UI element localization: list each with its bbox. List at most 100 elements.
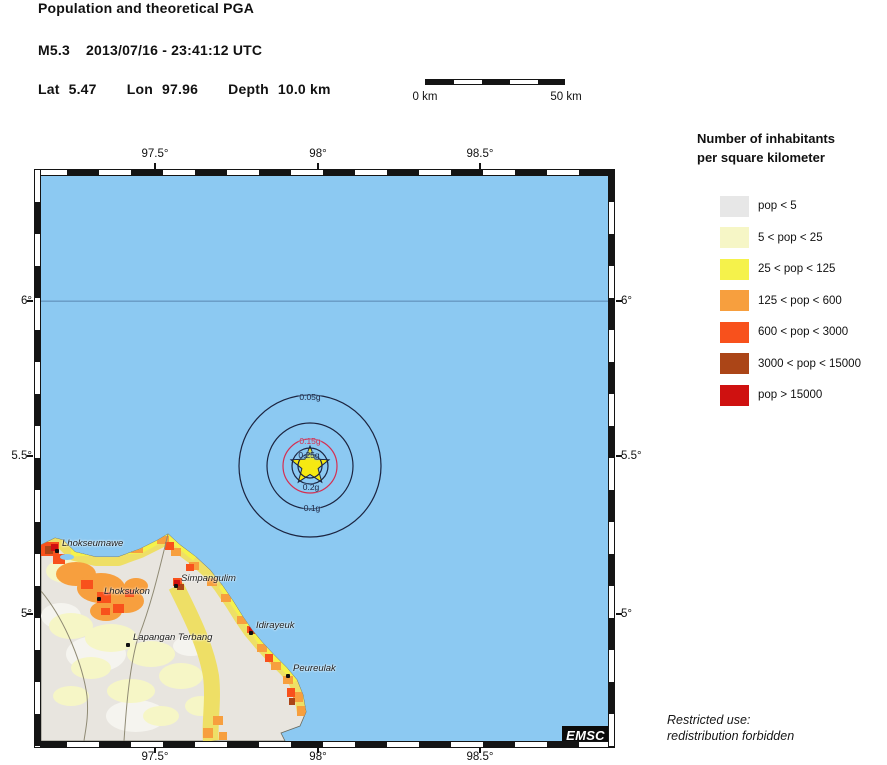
lon-tick-label-top: 98.5°: [466, 148, 494, 160]
lon-label: Lon: [126, 81, 154, 97]
depth-label: Depth: [228, 81, 269, 97]
lat-tickmark-left: [27, 300, 33, 302]
city-dot: [174, 584, 178, 588]
legend-title-line2: per square kilometer: [697, 149, 825, 165]
map-area: EMSC 0.05g 0.1g 0.15g 0.2g 0.25g Lhokseumawe S…: [41, 176, 608, 741]
lat-tick-label-left: 6°: [21, 295, 32, 307]
population-legend: Number of inhabitants per square kilomet…: [697, 130, 882, 416]
lat-tickmark-right: [616, 455, 622, 457]
map-scale-bar: [425, 79, 565, 85]
legend-item-label: pop < 5: [758, 200, 797, 213]
legend-swatch: [720, 195, 749, 217]
lat-tickmark-right: [616, 613, 622, 615]
legend-item: pop > 15000: [697, 384, 882, 406]
legend-item-label: 125 < pop < 600: [758, 294, 842, 307]
latitude-6deg-line: [41, 300, 608, 302]
restricted-line2: redistribution forbidden: [667, 729, 795, 744]
city-label: Lhoksukon: [104, 586, 150, 597]
legend-item-label: pop > 15000: [758, 389, 823, 402]
lon-tick-label-bottom: 98°: [309, 751, 327, 763]
map-frame-bottom: [34, 741, 615, 748]
city-dot: [249, 631, 253, 635]
city-label: Idirayeuk: [256, 620, 295, 631]
legend-swatch: [720, 258, 749, 280]
lat-tick-label-left: 5°: [21, 608, 32, 620]
legend-item-label: 25 < pop < 125: [758, 263, 836, 276]
pga-contour-circle: [297, 453, 323, 479]
lat-label: Lat: [38, 81, 60, 97]
legend-item: 25 < pop < 125: [697, 258, 882, 280]
event-magnitude: M5.3: [38, 42, 70, 58]
depth-value: 10.0 km: [277, 81, 331, 97]
restricted-line1: Restricted use:: [667, 713, 751, 727]
population-raster: [41, 534, 306, 741]
scale-max-label: 50 km: [550, 91, 582, 103]
scale-zero-label: 0 km: [412, 91, 438, 103]
pga-contour-label: 0.15g: [299, 436, 321, 446]
legend-title-line1: Number of inhabitants: [697, 131, 835, 146]
pga-contour-label: 0.25g: [298, 450, 320, 460]
lon-tickmark-bottom: [317, 747, 319, 753]
pga-contour-label: 0.2g: [302, 482, 320, 492]
restricted-use-note: Restricted use: redistribution forbidden: [667, 712, 794, 745]
city-dot: [286, 674, 290, 678]
lat-tick-label-right: 5°: [621, 608, 632, 620]
lon-value: 97.96: [162, 81, 199, 97]
pga-contours: [238, 394, 382, 538]
legend-item: 125 < pop < 600: [697, 290, 882, 312]
legend-item-label: 600 < pop < 3000: [758, 326, 849, 339]
city-label: Simpangulim: [181, 573, 236, 584]
page-title: Population and theoretical PGA: [38, 0, 255, 16]
pga-contour-circle: [266, 422, 354, 510]
lon-tickmark-top: [317, 163, 319, 169]
legend-item: pop < 5: [697, 195, 882, 217]
lat-tick-label-left: 5.5°: [11, 450, 32, 462]
emsc-logo: EMSC: [562, 726, 608, 741]
legend-item: 5 < pop < 25: [697, 227, 882, 249]
lon-tickmark-bottom: [154, 747, 156, 753]
city-dot: [55, 549, 59, 553]
map-frame-left: [34, 169, 41, 748]
lat-tick-label-right: 6°: [621, 295, 632, 307]
pga-contour-circle: [238, 394, 382, 538]
lon-tick-label-top: 98°: [309, 148, 327, 160]
map-graphic: [41, 176, 608, 741]
city-dot: [97, 597, 101, 601]
pga-contour-circle: [282, 438, 338, 494]
pga-contour-label: 0.1g: [303, 503, 321, 513]
lat-tick-label-right: 5.5°: [621, 450, 642, 462]
city-label: Lapangan Terbang: [133, 632, 213, 643]
lon-tick-label-bottom: 98.5°: [466, 751, 494, 763]
pga-contour-circle: [291, 447, 329, 485]
legend-item-label: 5 < pop < 25: [758, 231, 823, 244]
map-frame-top: [34, 169, 615, 176]
lon-tickmark-top: [154, 163, 156, 169]
pga-contour-label: 0.05g: [299, 392, 321, 402]
map-frame-right: [608, 169, 615, 748]
legend-item-label: 3000 < pop < 15000: [758, 357, 861, 370]
lat-tickmark-right: [616, 300, 622, 302]
event-summary: M5.3 2013/07/16 - 23:41:12 UTC: [38, 42, 262, 58]
map-overlay: EMSC 0.05g 0.1g 0.15g 0.2g 0.25g Lhokseumawe S…: [41, 176, 608, 741]
city-dot: [126, 643, 130, 647]
land: [41, 533, 307, 741]
legend-swatch: [720, 227, 749, 249]
lon-tickmark-bottom: [479, 747, 481, 753]
lon-tickmark-top: [479, 163, 481, 169]
lat-tickmark-left: [27, 613, 33, 615]
legend-swatch: [720, 290, 749, 312]
legend-items: pop < 5 5 < pop < 25 25 < pop < 125 125 < p…: [697, 195, 882, 406]
legend-swatch: [720, 384, 749, 406]
lat-tickmark-left: [27, 455, 33, 457]
event-datetime: 2013/07/16 - 23:41:12 UTC: [86, 42, 263, 58]
event-coordinates: Lat 5.47 Lon 97.96 Depth 10.0 km: [38, 81, 331, 97]
lat-value: 5.47: [68, 81, 97, 97]
city-label: Lhokseumawe: [62, 538, 124, 549]
legend-swatch: [720, 321, 749, 343]
epicenter-star: [289, 444, 331, 484]
lon-tick-label-top: 97.5°: [141, 148, 169, 160]
legend-swatch: [720, 353, 749, 375]
lon-tick-label-bottom: 97.5°: [141, 751, 169, 763]
legend-item: 600 < pop < 3000: [697, 321, 882, 343]
